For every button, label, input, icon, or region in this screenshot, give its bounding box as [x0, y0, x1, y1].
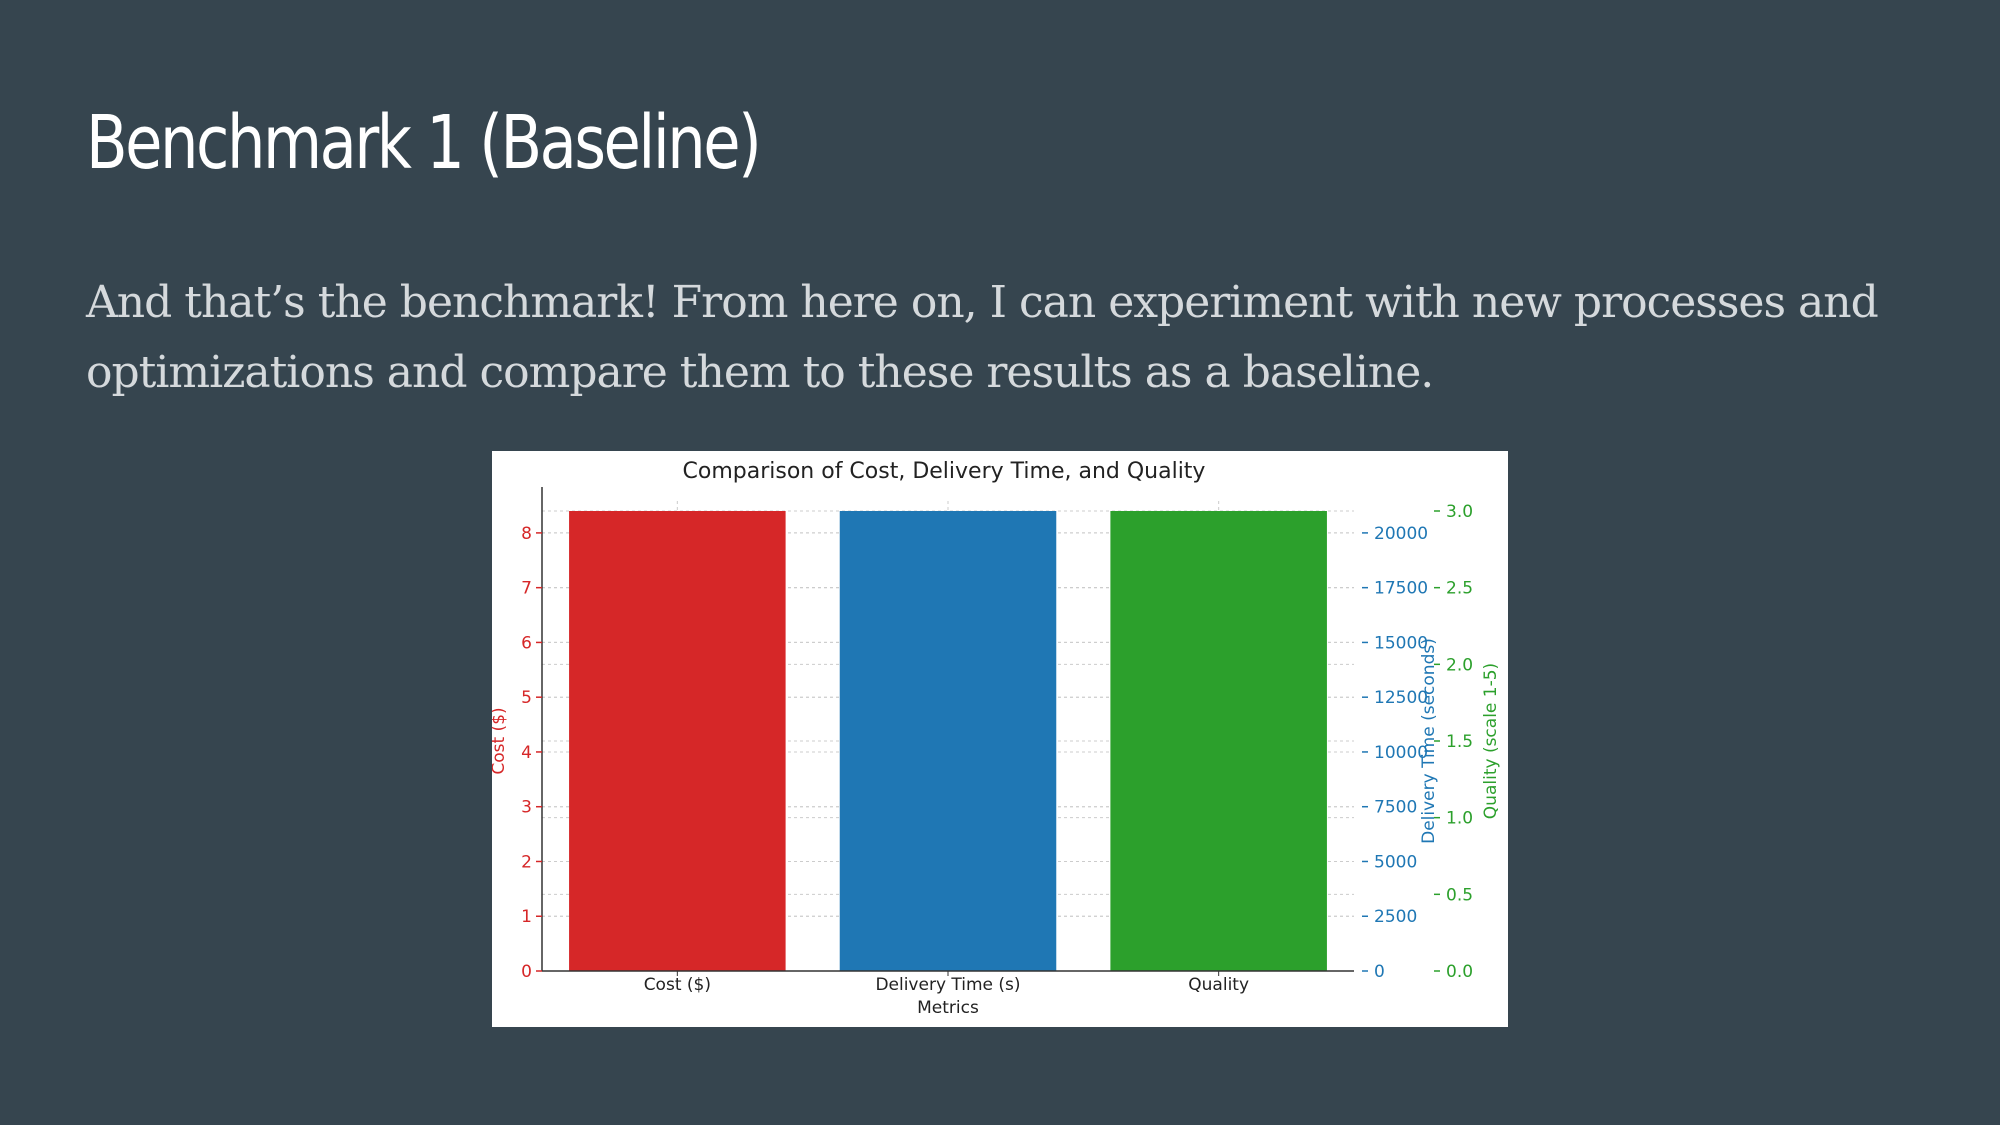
x-tick-label: Delivery Time (s): [875, 975, 1020, 995]
y-tick-label-left: 6: [521, 633, 532, 653]
slide-title: Benchmark 1 (Baseline): [86, 100, 762, 186]
y-tick-label-right: 7500: [1374, 798, 1417, 818]
y-axis-label-left: Cost ($): [492, 707, 509, 774]
bar-delivery-time-s: [839, 511, 1057, 971]
y-tick-label-right: 0: [1374, 962, 1385, 982]
y-tick-label-right-outer: 1.5: [1446, 732, 1473, 752]
y-axis-label-right-outer: Quality (scale 1-5): [1481, 663, 1501, 819]
x-axis-label: Metrics: [917, 998, 979, 1018]
y-axis-label-right: Delivery Time (seconds): [1419, 638, 1439, 844]
y-tick-label-right-outer: 1.0: [1446, 809, 1473, 829]
y-tick-label-right: 15000: [1374, 633, 1428, 653]
slide-body-text: And that’s the benchmark! From here on, …: [86, 277, 1879, 398]
chart-panel: Comparison of Cost, Delivery Time, and Q…: [492, 451, 1508, 1027]
y-tick-label-left: 2: [521, 852, 532, 872]
x-tick-label: Quality: [1188, 975, 1249, 995]
y-tick-label-left: 7: [521, 579, 532, 599]
x-tick-label: Cost ($): [644, 975, 711, 995]
y-tick-label-right: 10000: [1374, 743, 1428, 763]
y-tick-label-right: 20000: [1374, 524, 1428, 544]
y-tick-label-left: 8: [521, 524, 532, 544]
y-tick-label-right-outer: 0.0: [1446, 962, 1473, 982]
y-tick-label-right-outer: 2.5: [1446, 579, 1473, 599]
y-tick-label-left: 4: [521, 743, 532, 763]
bar-cost: [569, 511, 786, 971]
bar-chart: Comparison of Cost, Delivery Time, and Q…: [492, 459, 1501, 1018]
y-tick-label-right-outer: 3.0: [1446, 502, 1473, 522]
y-tick-label-right-outer: 2.0: [1446, 655, 1473, 675]
y-tick-label-left: 5: [521, 688, 532, 708]
bar-quality: [1110, 511, 1327, 971]
y-tick-label-right: 5000: [1374, 852, 1417, 872]
y-tick-label-right-outer: 0.5: [1446, 885, 1473, 905]
chart-title: Comparison of Cost, Delivery Time, and Q…: [683, 459, 1206, 484]
y-tick-label-left: 1: [521, 907, 532, 927]
y-tick-label-left: 0: [521, 962, 532, 982]
y-tick-label-right: 12500: [1374, 688, 1428, 708]
y-tick-label-left: 3: [521, 798, 532, 818]
y-tick-label-right: 17500: [1374, 579, 1428, 599]
y-tick-label-right: 2500: [1374, 907, 1417, 927]
